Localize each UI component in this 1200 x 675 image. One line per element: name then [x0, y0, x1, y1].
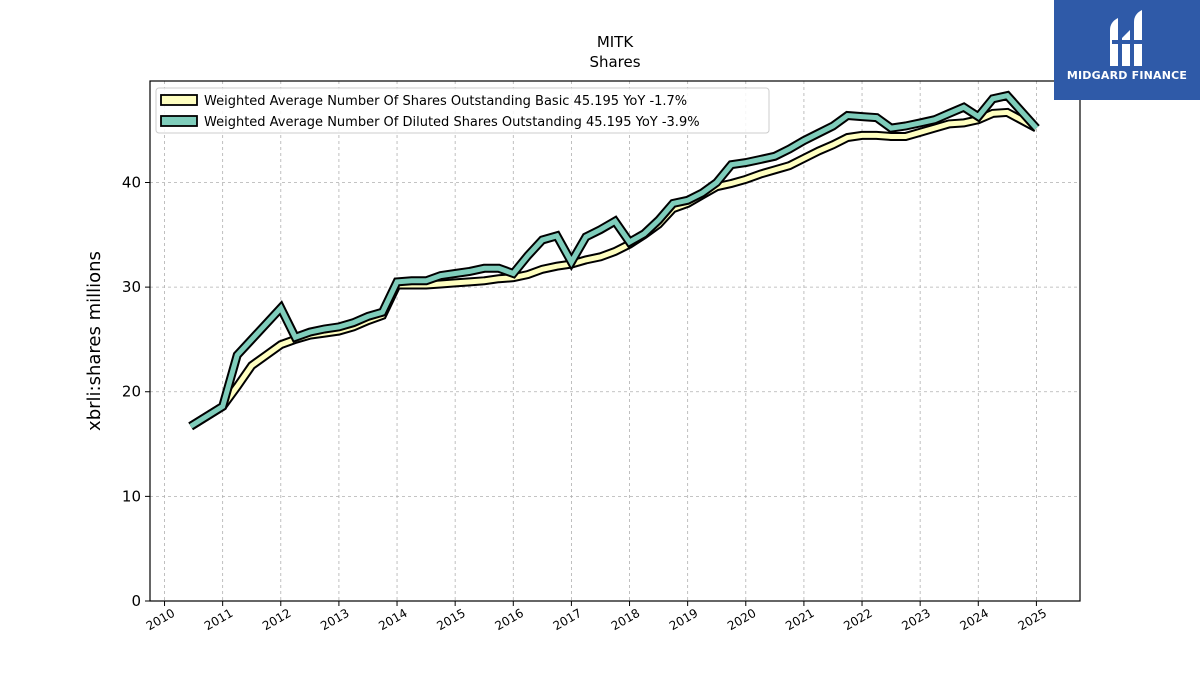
x-tick-label: 2013: [318, 606, 351, 633]
chart-subtitle: Shares: [589, 53, 640, 71]
y-tick-label: 0: [131, 592, 141, 610]
series-diluted: [188, 90, 1040, 431]
x-tick-label: 2012: [260, 606, 293, 633]
chart-title: MITK: [597, 33, 635, 51]
series-line-casing: [188, 107, 1039, 431]
series-basic: [188, 107, 1039, 431]
logo-text: MIDGARD FINANCE: [1066, 69, 1188, 82]
x-tick-label: 2016: [493, 606, 526, 633]
legend-swatch: [160, 115, 198, 127]
x-tick-label: 2017: [551, 606, 584, 633]
x-tick-label: 2018: [609, 606, 642, 633]
x-tick-label: 2011: [202, 606, 235, 633]
x-tick-label: 2023: [899, 606, 932, 633]
brand-logo: MIDGARD FINANCE: [1054, 0, 1200, 100]
series-line: [189, 109, 1038, 429]
x-tick-label: 2014: [376, 606, 409, 633]
plot-frame: [149, 80, 1081, 602]
y-tick-label: 10: [122, 487, 141, 505]
y-axis-label: xbrli:shares millions: [84, 251, 105, 431]
x-tick-label: 2015: [434, 606, 467, 633]
y-tick-label: 20: [122, 383, 141, 401]
x-tick-label: 2024: [958, 606, 991, 633]
y-tick-label: 30: [122, 278, 141, 296]
midgard-logo-icon: [1110, 10, 1142, 66]
legend-label: Weighted Average Number Of Diluted Share…: [204, 115, 700, 130]
legend-label: Weighted Average Number Of Shares Outsta…: [204, 94, 687, 109]
x-tick-label: 2022: [841, 606, 874, 633]
x-tick-label: 2021: [783, 606, 816, 633]
series-line-casing: [188, 90, 1040, 431]
x-tick-label: 2020: [725, 606, 758, 633]
x-tick-label: 2010: [144, 606, 177, 633]
y-tick-label: 40: [122, 173, 141, 191]
legend-swatch: [160, 94, 198, 106]
x-tick-label: 2019: [667, 606, 700, 633]
x-tick-label: 2025: [1016, 606, 1049, 633]
series-line: [189, 92, 1039, 429]
legend-box: [155, 87, 770, 134]
legend: Weighted Average Number Of Shares Outsta…: [155, 87, 770, 134]
